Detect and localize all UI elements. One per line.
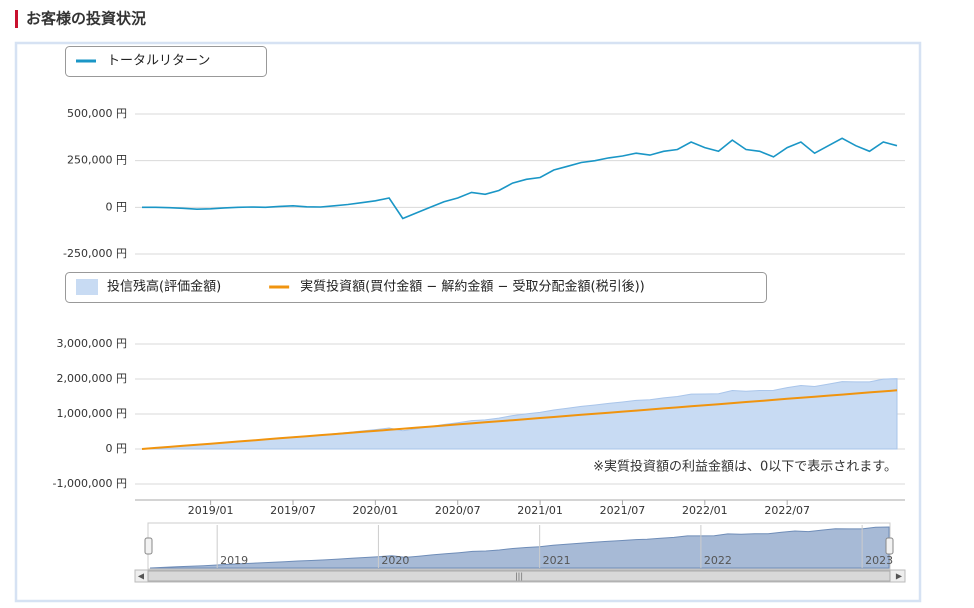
x-tick-label: 2020/01 xyxy=(353,504,399,517)
charts: 500,000 円 250,000 円 0 円 -250,000 円 トータルリターン 3… xyxy=(53,54,905,569)
navigator-label: 2023 xyxy=(865,554,893,567)
x-tick-label: 2019/07 xyxy=(270,504,316,517)
y-tick-label: 3,000,000 円 xyxy=(57,337,127,350)
legend-label: トータルリターン xyxy=(107,54,210,69)
navigator-handle[interactable] xyxy=(144,537,153,555)
legend-label: 投信残高(評価金額) xyxy=(107,279,221,295)
y-tick-label: -1,000,000 円 xyxy=(53,477,127,490)
scroll-right[interactable]: ▶ xyxy=(896,572,903,581)
legend-swatch xyxy=(76,279,98,295)
y-tick-label: 500,000 円 xyxy=(67,107,127,120)
legend-label: 実質投資額(買付金額 − 解約金額 − 受取分配金額(税引後)) xyxy=(300,279,645,295)
y-tick-label: 0 円 xyxy=(106,442,128,455)
header-bar xyxy=(15,10,18,28)
line xyxy=(141,389,898,450)
legend-box xyxy=(65,272,767,303)
y-tick-label: 1,000,000 円 xyxy=(57,407,127,420)
y-tick-label: 250,000 円 xyxy=(67,154,127,167)
navigator-label: 2021 xyxy=(543,554,571,567)
scrollbar-grip: ||| xyxy=(515,572,523,581)
navigator-area xyxy=(149,526,890,569)
scrollbar-thumb[interactable] xyxy=(147,570,891,582)
x-tick-label: 2019/01 xyxy=(188,504,234,517)
x-tick-label: 2021/07 xyxy=(600,504,646,517)
x-tick-label: 2021/01 xyxy=(517,504,563,517)
annotation: ※実質投資額の利益金額は、0以下で表示されます。 xyxy=(593,459,897,475)
navigator-label: 2022 xyxy=(704,554,732,567)
legend-box xyxy=(65,46,267,77)
y-tick-label: 2,000,000 円 xyxy=(57,372,127,385)
navigator-label: 2019 xyxy=(220,554,248,567)
x-tick-label: 2022/01 xyxy=(682,504,728,517)
header-title: お客様の投資状況 xyxy=(26,10,146,28)
scroll-left[interactable]: ◀ xyxy=(138,572,145,581)
panel-border xyxy=(14,41,922,603)
x-tick-label: 2020/07 xyxy=(435,504,481,517)
navigator-handle[interactable] xyxy=(885,537,894,555)
y-tick-label: -250,000 円 xyxy=(63,247,127,260)
line xyxy=(142,137,898,220)
x-tick-label: 2022/07 xyxy=(764,504,810,517)
y-tick-label: 0 円 xyxy=(106,200,128,213)
navigator-label: 2020 xyxy=(381,554,409,567)
